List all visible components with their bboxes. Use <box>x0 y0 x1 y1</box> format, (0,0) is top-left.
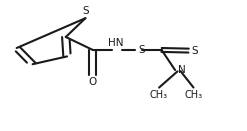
Text: N: N <box>178 65 185 75</box>
Text: S: S <box>191 46 198 56</box>
Text: S: S <box>138 45 144 55</box>
Text: CH₃: CH₃ <box>185 90 203 100</box>
Text: O: O <box>89 77 97 87</box>
Text: CH₃: CH₃ <box>150 90 168 100</box>
Text: S: S <box>82 6 89 16</box>
Text: HN: HN <box>108 38 124 48</box>
